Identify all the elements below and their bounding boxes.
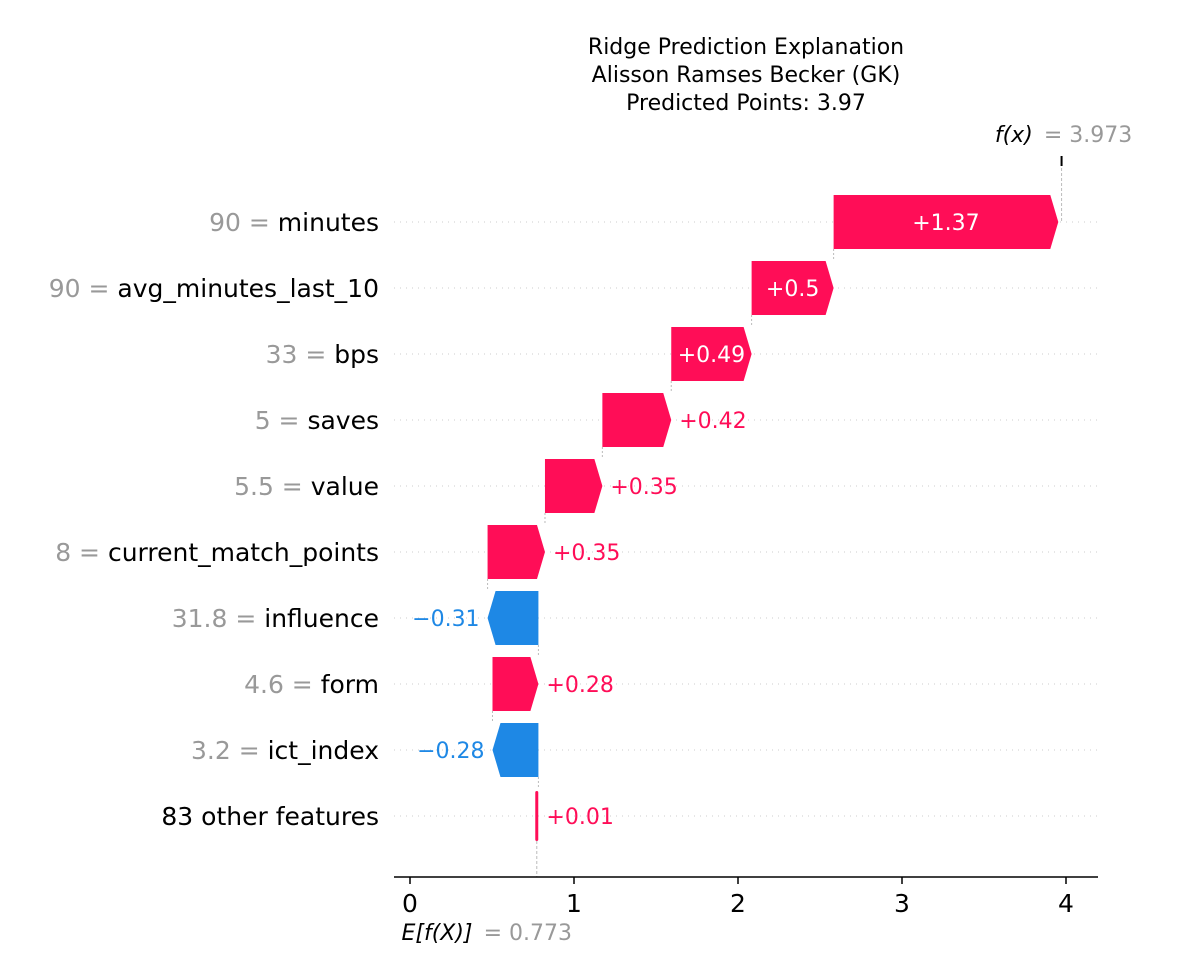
feature-label: 8 = current_match_points [55,538,379,567]
feature-label: 3.2 = ict_index [191,736,379,765]
feature-name: form [321,670,379,699]
base-value-var: E[f(X)] [401,921,472,946]
feature-value: 90 = [49,274,118,303]
x-tick-label: 3 [894,889,910,918]
output-value-var: f(x) [995,123,1033,148]
bar-value-label: +1.37 [912,211,979,236]
feature-label: 31.8 = influence [172,604,379,633]
contribution-bar [602,393,672,447]
feature-value: 8 = [55,538,108,567]
base-value-number: = 0.773 [484,921,572,946]
contribution-bar [492,657,539,711]
feature-name: bps [334,340,379,369]
x-tick-label: 4 [1058,889,1074,918]
feature-name: ict_index [268,736,379,765]
feature-value: 90 = [209,208,278,237]
feature-name: value [311,472,379,501]
connector-lines [487,156,1063,877]
contribution-bar [671,327,752,381]
output-value-annotation: f(x) = 3.973 [995,123,1132,148]
feature-label: 83 other features [161,802,379,831]
x-tick-label: 2 [730,889,746,918]
feature-label: 90 = avg_minutes_last_10 [49,274,379,303]
contribution-bar [487,525,545,579]
feature-label: 5 = saves [255,406,379,435]
feature-label: 33 = bps [266,340,379,369]
bar-value-label: +0.28 [546,673,613,698]
feature-name: 83 other features [161,802,379,831]
bar-value-label: +0.5 [766,277,819,302]
bar-value-label: +0.42 [679,409,746,434]
contribution-bar [487,591,539,645]
base-value-annotation: E[f(X)] = 0.773 [401,921,572,946]
feature-label: 4.6 = form [244,670,379,699]
feature-name: saves [307,406,379,435]
title-line-1: Ridge Prediction Explanation [588,35,904,60]
feature-name: avg_minutes_last_10 [117,274,379,303]
feature-value: 5.5 = [234,472,311,501]
bar-value-label: +0.35 [610,475,677,500]
contribution-bar [492,723,539,777]
title-line-2: Alisson Ramses Becker (GK) [592,63,901,88]
feature-name: current_match_points [108,538,379,567]
feature-label: 90 = minutes [209,208,379,237]
feature-name: minutes [278,208,379,237]
x-tick-label: 0 [402,889,418,918]
bar-value-label: +0.49 [678,343,745,368]
feature-name: influence [264,604,379,633]
contribution-bars [487,195,1059,841]
feature-value: 31.8 = [172,604,265,633]
base-value-label: E[f(X)] = 0.773 [401,921,572,946]
contribution-bar [833,195,1059,249]
bar-value-label: −0.28 [417,739,484,764]
feature-value: 5 = [255,406,308,435]
feature-labels: +1.37 90 = minutes +0.5 90 = avg_minutes_la… [49,208,980,831]
x-axis: 0 1 2 3 4 [394,876,1098,918]
output-value-label: f(x) = 3.973 [995,123,1132,148]
contribution-bar [535,791,539,841]
bar-value-label: +0.35 [553,541,620,566]
feature-value: 33 = [266,340,335,369]
contribution-bar [544,459,603,513]
title-line-3: Predicted Points: 3.97 [626,91,866,116]
bar-value-label: +0.01 [546,805,613,830]
feature-value: 3.2 = [191,736,268,765]
feature-label: 5.5 = value [234,472,379,501]
feature-value: 4.6 = [244,670,321,699]
contribution-bar [751,261,834,315]
x-tick-label: 1 [566,889,582,918]
chart-title: Ridge Prediction Explanation Alisson Ram… [588,35,904,116]
bar-value-label: −0.31 [412,607,479,632]
output-value-number: = 3.973 [1044,123,1132,148]
